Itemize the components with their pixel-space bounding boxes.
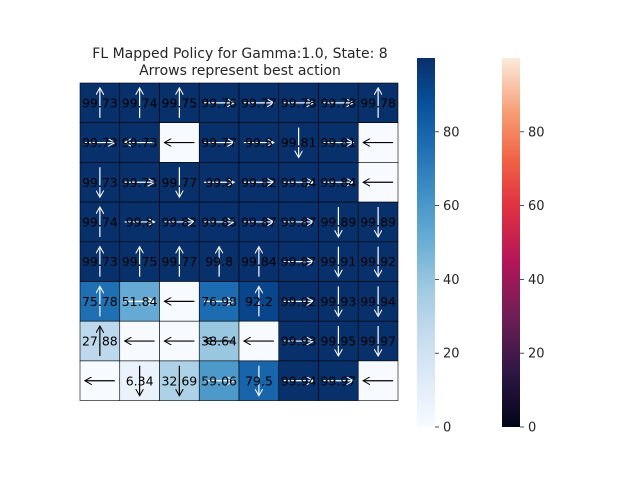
cell-label-7-6: 99.97 — [320, 373, 356, 388]
cell-label-3-1: 99.8 — [126, 214, 154, 229]
cell-label-6-6: 99.95 — [320, 334, 356, 349]
cell-label-0-5: 99.78 — [281, 95, 317, 110]
cb-rocket-tick-label-3: 60 — [528, 199, 545, 214]
cell-label-2-5: 99.84 — [281, 175, 317, 190]
cell-label-0-0: 99.73 — [82, 95, 118, 110]
cell-label-5-6: 99.93 — [320, 294, 356, 309]
colorbar-blues: 0 20 40 60 80 — [417, 58, 460, 436]
cell-label-7-1: 6.34 — [126, 373, 154, 388]
cb-blues-tick-label-0: 0 — [443, 421, 451, 436]
cell-label-7-3: 59.06 — [201, 373, 237, 388]
cell-label-4-7: 99.92 — [360, 254, 396, 269]
cell-label-5-1: 51.84 — [122, 294, 158, 309]
chart-subtitle: Arrows represent best action — [139, 63, 341, 79]
cell-label-3-0: 99.74 — [82, 214, 118, 229]
cell-label-2-4: 99.82 — [241, 175, 277, 190]
cb-rocket-tick-label-0: 0 — [528, 421, 536, 436]
cell-label-7-5: 99.94 — [281, 373, 317, 388]
cell-label-3-2: 99.82 — [161, 214, 197, 229]
cell-label-2-0: 99.73 — [82, 175, 118, 190]
cb-rocket-tick-label-2: 40 — [528, 273, 545, 288]
cell-label-4-1: 99.75 — [122, 254, 158, 269]
colorbar-rocket: 0 20 40 60 80 — [502, 58, 545, 436]
cell-label-1-3: 99.77 — [201, 135, 237, 150]
cell-label-1-1: 99.73 — [122, 135, 158, 150]
cell-label-6-7: 99.97 — [360, 334, 396, 349]
cell-label-4-0: 99.73 — [82, 254, 118, 269]
cell-label-7-2: 32.69 — [161, 373, 197, 388]
cell-label-0-3: 99.76 — [201, 95, 237, 110]
cb-blues-tick-label-1: 20 — [443, 347, 460, 362]
cell-label-6-3: 38.64 — [201, 334, 237, 349]
cell-label-4-4: 99.84 — [241, 254, 277, 269]
cell-label-4-5: 99.87 — [281, 254, 317, 269]
cell-label-3-3: 99.85 — [201, 214, 237, 229]
cell-label-1-5: 99.81 — [281, 135, 317, 150]
cb-rocket-tick-label-1: 20 — [528, 347, 545, 362]
cell-label-1-6: 99.81 — [320, 135, 356, 150]
cb-rocket-tick-label-4: 80 — [528, 125, 545, 140]
cell-label-3-4: 99.87 — [241, 214, 277, 229]
colorbar-rocket-ticks: 0 20 40 60 80 — [520, 125, 545, 436]
cell-label-2-6: 99.84 — [320, 175, 356, 190]
colorbar-blues-gradient — [417, 58, 435, 427]
cell-label-5-3: 76.98 — [201, 294, 237, 309]
cell-label-7-4: 79.5 — [245, 373, 273, 388]
cell-label-2-3: 99.8 — [205, 175, 233, 190]
chart-title: FL Mapped Policy for Gamma:1.0, State: 8 — [92, 46, 387, 62]
colorbar-rocket-gradient — [502, 58, 520, 427]
cb-blues-tick-label-3: 60 — [443, 199, 460, 214]
cell-label-5-0: 75.78 — [82, 294, 118, 309]
cell-label-0-2: 99.75 — [161, 95, 197, 110]
cell-label-4-2: 99.77 — [161, 254, 197, 269]
cell-label-1-4: 99.8 — [245, 135, 273, 150]
cell-label-6-5: 99.93 — [281, 334, 317, 349]
colorbar-blues-ticks: 0 20 40 60 80 — [435, 125, 460, 436]
cell-label-4-3: 99.8 — [205, 254, 233, 269]
cell-label-0-7: 99.78 — [360, 95, 396, 110]
cell-label-0-6: 99.78 — [320, 95, 356, 110]
cell-label-5-4: 92.2 — [245, 294, 273, 309]
cb-blues-tick-label-4: 80 — [443, 125, 460, 140]
cell-label-3-6: 99.89 — [320, 214, 356, 229]
heatmap-grid: 99.73 99.74 99.75 99.76 99.77 99.78 99.78 99.78… — [79, 82, 399, 401]
cell-label-0-1: 99.74 — [122, 95, 158, 110]
cell-label-6-0: 27.88 — [82, 334, 118, 349]
cell-label-2-2: 99.77 — [161, 175, 197, 190]
cb-blues-tick-label-2: 40 — [443, 273, 460, 288]
cell-label-1-0: 99.73 — [82, 135, 118, 150]
cell-label-0-4: 99.77 — [241, 95, 277, 110]
cell-label-5-5: 99.92 — [281, 294, 317, 309]
cell-label-3-5: 99.87 — [281, 214, 317, 229]
cell-label-4-6: 99.91 — [320, 254, 356, 269]
cell-label-5-7: 99.94 — [360, 294, 396, 309]
cell-label-3-7: 99.89 — [360, 214, 396, 229]
cell-label-2-1: 99.73 — [122, 175, 158, 190]
